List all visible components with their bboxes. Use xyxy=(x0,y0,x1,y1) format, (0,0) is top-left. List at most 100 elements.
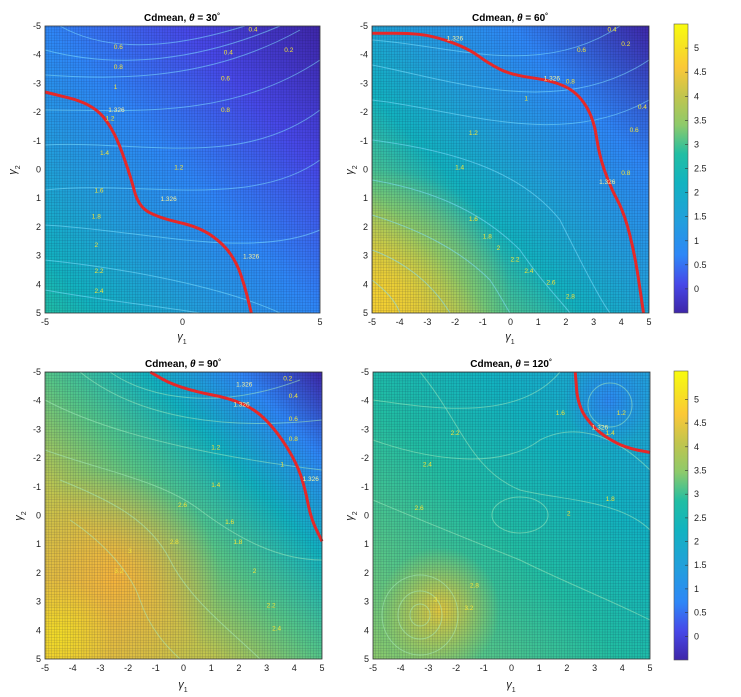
y-tick-label: 3 xyxy=(36,251,41,261)
colorbar-bottom: 0 0.5 1 1.5 2 2.5 3 3.5 4 4.5 5 xyxy=(673,370,707,661)
chart-title: Cdmean, θ = 120° xyxy=(470,358,552,371)
x-axis-label: γ1 xyxy=(177,331,187,346)
colorbar-tick-label: 4.5 xyxy=(694,67,707,77)
x-tick-label: 1 xyxy=(536,317,541,327)
y-axis-label: γ2 xyxy=(13,511,28,521)
critical-curve xyxy=(372,31,645,314)
y-tick-label: 4 xyxy=(363,279,368,289)
contour-label: 1.6 xyxy=(225,519,234,526)
contour-label: 3.2 xyxy=(464,605,473,612)
y-tick-label: 5 xyxy=(363,308,368,318)
critical-curve xyxy=(573,371,651,454)
y-tick-label: -1 xyxy=(360,136,368,146)
colorbar-gradient xyxy=(673,370,689,661)
critical-curve xyxy=(149,370,324,542)
x-tick-label: -2 xyxy=(451,317,459,327)
chart-title: Cdmean, θ = 60° xyxy=(472,12,548,25)
y-tick-label: -4 xyxy=(361,396,369,406)
contour-label: 1.326 xyxy=(303,476,320,483)
x-tick-label: 5 xyxy=(317,317,322,327)
y-tick-label: 2 xyxy=(363,222,368,232)
x-axis-label: γ1 xyxy=(178,679,188,694)
x-tick-label: 5 xyxy=(646,317,651,327)
y-tick-label: 4 xyxy=(364,625,369,635)
x-tick-label: -4 xyxy=(396,317,404,327)
y-tick-label: -5 xyxy=(33,21,41,31)
contour-lines xyxy=(371,25,650,314)
contour-label: 1.4 xyxy=(100,150,109,157)
x-tick-label: -3 xyxy=(423,317,431,327)
y-tick-label: 3 xyxy=(36,597,41,607)
x-tick-label: -5 xyxy=(41,317,49,327)
x-tick-labels: -5 0 5 xyxy=(41,317,323,327)
y-axis-label: γ2 xyxy=(344,511,359,521)
colorbar-tick-label: 4 xyxy=(694,442,699,452)
colorbar-tick-label: 5 xyxy=(694,394,699,404)
y-tick-label: -4 xyxy=(33,396,41,406)
y-tick-label: -2 xyxy=(360,107,368,117)
contour-lines xyxy=(44,25,321,314)
contour-label: 1.2 xyxy=(469,130,478,137)
colorbar-top: 0 0.5 1 1.5 2 2.5 3 3.5 4 4.5 5 xyxy=(673,23,707,314)
x-tick-label: 5 xyxy=(647,663,652,673)
x-tick-label: 2 xyxy=(564,663,569,673)
contour-label: 2.4 xyxy=(272,625,281,632)
y-axis-label: γ2 xyxy=(344,165,359,175)
y-tick-label: 5 xyxy=(36,308,41,318)
y-tick-labels: -5 -4 -3 -2 -1 0 1 2 3 4 5 xyxy=(33,367,41,664)
x-tick-label: 1 xyxy=(537,663,542,673)
contour-label: 1.2 xyxy=(174,165,183,172)
contour-label: 1.4 xyxy=(455,165,464,172)
x-tick-label: -2 xyxy=(452,663,460,673)
y-tick-label: -5 xyxy=(33,367,41,377)
contour-label: 0.8 xyxy=(221,107,230,114)
colorbar-tick-label: 0 xyxy=(694,631,699,641)
x-tick-label: -5 xyxy=(368,317,376,327)
contour-label: 1.4 xyxy=(606,430,615,437)
panel-theta-120: 1.2 1.4 1.6 1.8 2 2.2 2.4 2.6 2.8 3 3.2 1.326 Cdmea… xyxy=(344,358,653,694)
x-tick-label: -1 xyxy=(152,663,160,673)
x-tick-label: 0 xyxy=(180,317,185,327)
contour-label: 0.8 xyxy=(114,64,123,71)
contour-label: 1 xyxy=(114,84,118,91)
y-tick-label: 0 xyxy=(364,511,369,521)
y-tick-label: 1 xyxy=(363,193,368,203)
contour-label: 1.2 xyxy=(106,116,115,123)
contour-label: 3.2 xyxy=(114,568,123,575)
y-tick-label: 3 xyxy=(363,251,368,261)
y-tick-label: 0 xyxy=(363,165,368,175)
y-tick-label: 3 xyxy=(364,597,369,607)
contour-label: 2.6 xyxy=(547,279,556,286)
y-tick-label: 0 xyxy=(36,511,41,521)
x-tick-label: -2 xyxy=(124,663,132,673)
colorbar-tick-label: 2 xyxy=(694,188,699,198)
contour-label: 1 xyxy=(524,96,528,103)
colorbar-tick-label: 3.5 xyxy=(694,466,707,476)
y-tick-label: 0 xyxy=(36,165,41,175)
contour-label: 3 xyxy=(434,597,438,604)
contour-label: 0.6 xyxy=(221,76,230,83)
contour-label: 2 xyxy=(567,511,571,518)
contour-label: 2.6 xyxy=(415,505,424,512)
y-tick-label: -2 xyxy=(361,453,369,463)
contour-label: 2.8 xyxy=(566,294,575,301)
x-axis-label: γ1 xyxy=(506,679,516,694)
colorbar-tick-labels: 0 0.5 1 1.5 2 2.5 3 3.5 4 4.5 5 xyxy=(685,43,707,294)
colorbar-tick-label: 1.5 xyxy=(694,212,707,222)
contour-label: 1.2 xyxy=(211,445,220,452)
contour-label: 0.8 xyxy=(289,436,298,443)
contour-label: 1.326 xyxy=(592,424,609,431)
y-tick-labels: -5 -4 -3 -2 -1 0 1 2 3 4 5 xyxy=(33,21,41,318)
y-tick-label: -1 xyxy=(361,482,369,492)
y-tick-label: 2 xyxy=(36,222,41,232)
contour-label: 1.8 xyxy=(483,233,492,240)
y-tick-label: 2 xyxy=(36,568,41,578)
contour-label: 2.4 xyxy=(423,462,432,469)
contour-label: 2.8 xyxy=(470,582,479,589)
y-tick-label: 1 xyxy=(36,193,41,203)
colorbar-tick-label: 3.5 xyxy=(694,115,707,125)
contour-label: 1 xyxy=(280,462,284,469)
x-tick-label: -5 xyxy=(41,663,49,673)
x-tick-label: -1 xyxy=(480,663,488,673)
